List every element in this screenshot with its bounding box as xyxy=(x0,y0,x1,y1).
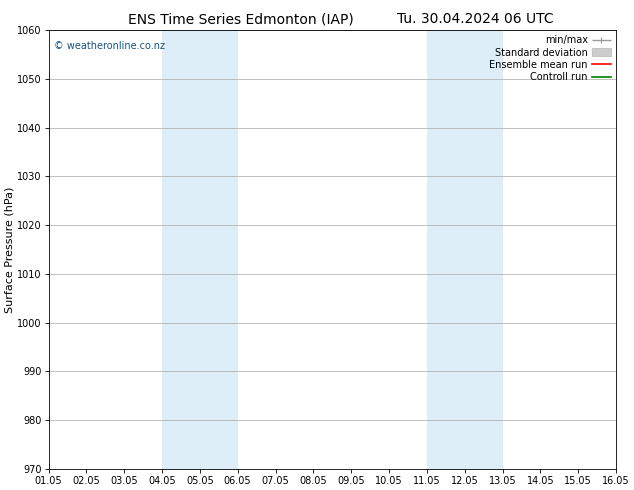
Bar xyxy=(162,30,238,469)
Bar xyxy=(427,30,503,469)
Text: © weatheronline.co.nz: © weatheronline.co.nz xyxy=(54,41,165,51)
Y-axis label: Surface Pressure (hPa): Surface Pressure (hPa) xyxy=(4,186,14,313)
Text: Tu. 30.04.2024 06 UTC: Tu. 30.04.2024 06 UTC xyxy=(397,12,554,26)
Legend: min/max, Standard deviation, Ensemble mean run, Controll run: min/max, Standard deviation, Ensemble me… xyxy=(486,32,614,85)
Text: ENS Time Series Edmonton (IAP): ENS Time Series Edmonton (IAP) xyxy=(128,12,354,26)
